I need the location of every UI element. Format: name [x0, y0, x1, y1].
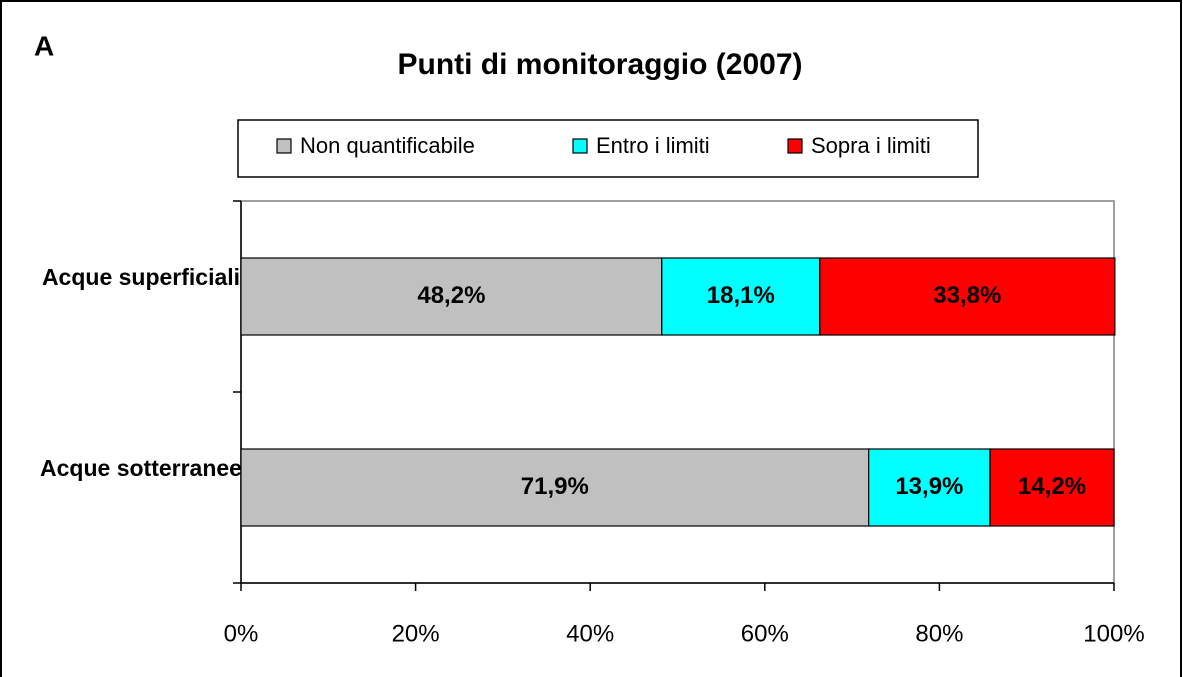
- y-tick-label: Acque sotterranee: [40, 454, 242, 481]
- legend-swatch: [572, 138, 588, 154]
- panel-label: A: [34, 30, 54, 61]
- x-tick-label: 100%: [1083, 620, 1144, 647]
- data-label: 71,9%: [521, 473, 589, 500]
- x-tick-label: 0%: [224, 620, 259, 647]
- bar-segment: [989, 448, 1115, 527]
- bar-segment: [240, 257, 663, 336]
- data-label: 33,8%: [933, 282, 1001, 309]
- legend-swatch: [276, 138, 292, 154]
- y-tick-label: Acque superficiali: [41, 263, 241, 290]
- data-label: 18,1%: [707, 282, 775, 309]
- x-tick-label: 40%: [566, 620, 614, 647]
- bar-segment: [819, 257, 1116, 336]
- chart-title: Punti di monitoraggio (2007): [397, 48, 802, 81]
- bar-segment: [868, 448, 991, 527]
- data-label: 13,9%: [895, 473, 963, 500]
- legend-label: Non quantificabile: [300, 133, 475, 158]
- x-tick-label: 80%: [915, 620, 963, 647]
- bar-segment: [240, 448, 870, 527]
- data-label: 14,2%: [1018, 473, 1086, 500]
- legend-swatch: [787, 138, 803, 154]
- legend-label: Sopra i limiti: [811, 133, 931, 158]
- data-label: 48,2%: [417, 282, 485, 309]
- legend-box: [237, 119, 979, 178]
- legend-label: Entro i limiti: [596, 133, 710, 158]
- x-tick-label: 20%: [392, 620, 440, 647]
- x-tick-label: 60%: [741, 620, 789, 647]
- bar-segment: [661, 257, 821, 336]
